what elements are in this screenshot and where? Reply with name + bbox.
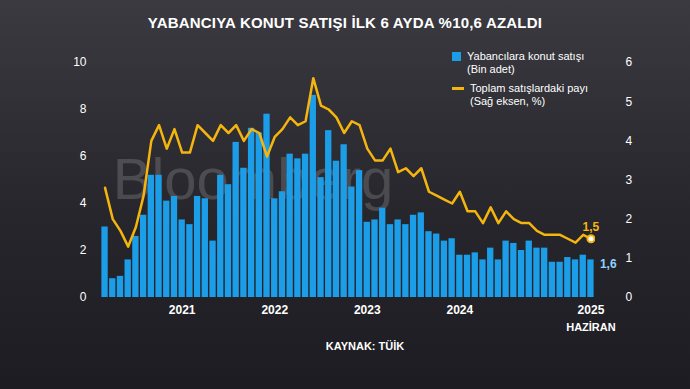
svg-text:2: 2 — [80, 243, 87, 257]
svg-text:2022: 2022 — [261, 303, 288, 317]
svg-text:3: 3 — [626, 173, 633, 187]
svg-text:HAZİRAN: HAZİRAN — [566, 321, 616, 333]
svg-text:4: 4 — [626, 134, 633, 148]
html-text:YABANCIYA KONUT SATIŞI İLK 6 A: YABANCIYA KONUT SATIŞI İLK 6 AYDA %10,6 … — [147, 14, 543, 31]
html-text:KAYNAK: TÜİK: KAYNAK: TÜİK — [325, 340, 405, 352]
html-text:Yabancılara konut satışı (Bin: Yabancılara konut satışı (Bin adet) — [467, 50, 585, 75]
svg-text:4: 4 — [80, 196, 87, 210]
svg-text:6: 6 — [626, 55, 633, 69]
svg-text:2: 2 — [626, 212, 633, 226]
svg-text:8: 8 — [80, 102, 87, 116]
svg-text:6: 6 — [80, 149, 87, 163]
svg-text:2021: 2021 — [169, 303, 196, 317]
svg-text:2025: 2025 — [578, 303, 605, 317]
html-text:Toplam satışlardaki payı (Sağ: Toplam satışlardaki payı (Sağ eksen, %) — [470, 82, 588, 107]
svg-text:1,6: 1,6 — [600, 257, 617, 271]
svg-text:1: 1 — [626, 251, 633, 265]
svg-text:2024: 2024 — [446, 303, 473, 317]
svg-text:10: 10 — [73, 55, 87, 69]
svg-text:2023: 2023 — [354, 303, 381, 317]
svg-text:0: 0 — [80, 290, 87, 304]
svg-text:5: 5 — [626, 95, 633, 109]
svg-text:1,5: 1,5 — [583, 220, 600, 234]
svg-text:0: 0 — [626, 290, 633, 304]
